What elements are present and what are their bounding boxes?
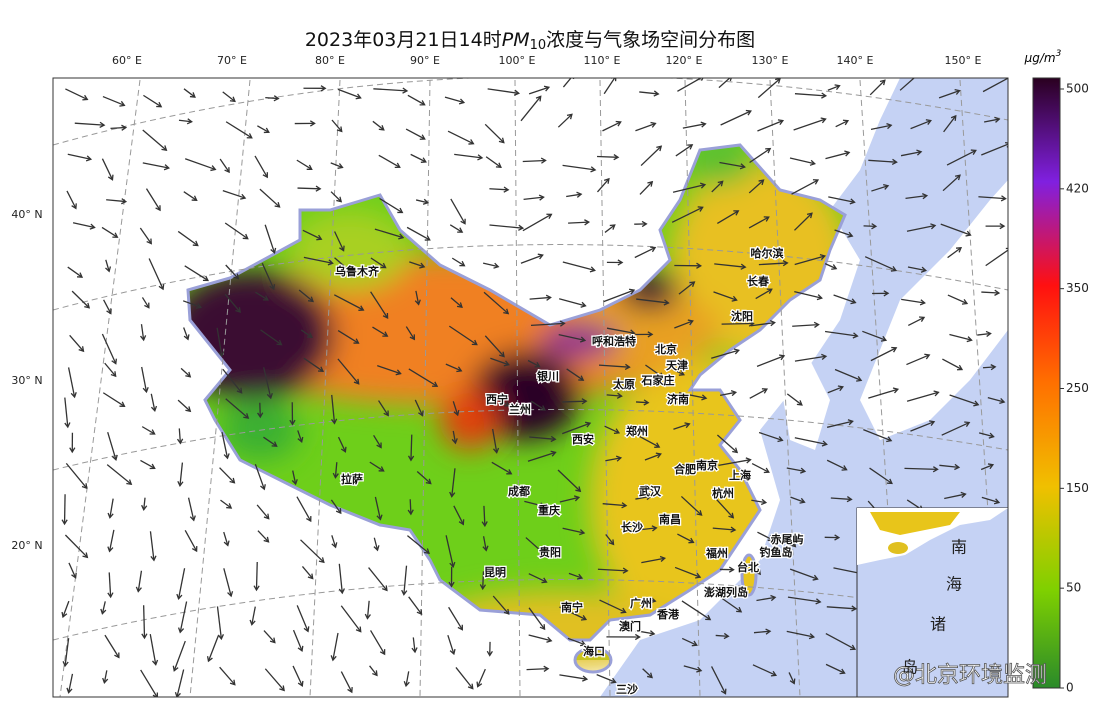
wind-arrow xyxy=(65,494,66,524)
city-label: 福州 xyxy=(705,546,728,560)
city-label: 贵阳 xyxy=(539,545,561,559)
city-label: 海口 xyxy=(583,644,605,658)
longitude-label: 80° E xyxy=(315,54,345,67)
wind-arrow xyxy=(110,128,125,129)
wind-arrow xyxy=(256,562,257,590)
colorbar-tick-label: 50 xyxy=(1066,581,1081,595)
city-label: 武汉 xyxy=(639,484,662,498)
city-label: 广州 xyxy=(630,596,652,610)
wind-arrow xyxy=(410,499,411,514)
colorbar-tick-label: 250 xyxy=(1066,381,1089,395)
city-label: 西宁 xyxy=(486,392,508,406)
latitude-label: 30° N xyxy=(11,374,42,387)
city-label: 杭州 xyxy=(712,486,734,500)
longitude-label: 150° E xyxy=(945,54,982,67)
city-label: 重庆 xyxy=(538,503,560,517)
city-label: 兰州 xyxy=(509,402,531,416)
longitude-label: 100° E xyxy=(499,54,536,67)
city-label: 南宁 xyxy=(561,600,583,614)
city-label: 太原 xyxy=(612,377,635,391)
city-label: 成都 xyxy=(508,484,530,498)
unit-superscript: 3 xyxy=(1056,49,1062,59)
city-label: 长春 xyxy=(747,274,770,288)
longitude-label: 70° E xyxy=(217,54,247,67)
city-label: 澎湖列岛 xyxy=(704,585,748,599)
wind-arrow xyxy=(562,401,586,402)
colorbar-tick-label: 420 xyxy=(1066,181,1089,195)
city-label: 石家庄 xyxy=(641,373,675,387)
wind-arrow xyxy=(411,435,412,461)
wind-arrow xyxy=(144,605,145,638)
wind-arrow xyxy=(298,188,321,189)
city-label: 济南 xyxy=(667,392,689,406)
city-label: 澳门 xyxy=(619,619,641,633)
latitude-label: 20° N xyxy=(11,539,42,552)
title-pollutant: PM xyxy=(502,29,530,51)
title-rest: 浓度与气象场空间分布图 xyxy=(546,29,755,51)
city-label: 香港 xyxy=(656,607,680,621)
colorbar-tick-label: 150 xyxy=(1066,481,1089,495)
city-label: 南京 xyxy=(696,458,718,472)
city-label: 哈尔滨 xyxy=(751,246,784,260)
colorbar-tick-label: 500 xyxy=(1066,82,1089,96)
city-label: 合肥 xyxy=(674,462,696,476)
wind-arrow xyxy=(597,157,618,158)
wind-arrowhead xyxy=(920,68,925,73)
city-label: 北京 xyxy=(655,342,677,356)
city-label: 郑州 xyxy=(626,424,648,438)
city-label: 沈阳 xyxy=(731,309,753,323)
city-label: 长沙 xyxy=(621,520,643,534)
city-label: 银川 xyxy=(537,369,559,383)
colorbar xyxy=(1033,78,1060,688)
longitude-label: 110° E xyxy=(584,54,621,67)
city-label: 西安 xyxy=(572,432,594,446)
longitude-label: 130° E xyxy=(752,54,789,67)
city-label: 台北 xyxy=(737,560,759,574)
longitude-label: 60° E xyxy=(112,54,142,67)
longitude-label: 90° E xyxy=(410,54,440,67)
colorbar-unit: μg/m3 xyxy=(1024,49,1062,65)
inset-label: 海 xyxy=(946,575,962,594)
city-label: 乌鲁木齐 xyxy=(335,264,380,278)
wind-arrow xyxy=(722,324,754,325)
city-label: 钓鱼岛 xyxy=(760,545,793,559)
city-label: 三沙 xyxy=(616,683,638,696)
city-label: 天津 xyxy=(666,358,688,372)
longitude-label: 140° E xyxy=(837,54,874,67)
inset-label: 诸 xyxy=(930,615,946,634)
city-label: 拉萨 xyxy=(341,472,363,486)
longitude-label: 120° E xyxy=(666,54,703,67)
title-date: 2023年03月21日14时 xyxy=(305,29,502,51)
title: 2023年03月21日14时PM10浓度与气象场空间分布图 xyxy=(305,29,755,53)
city-label: 昆明 xyxy=(484,566,506,579)
title-subscript: 10 xyxy=(530,38,547,53)
city-label: 南昌 xyxy=(659,512,681,526)
colorbar-tick-label: 0 xyxy=(1066,681,1074,695)
inset-label: 岛 xyxy=(902,658,918,677)
city-label: 赤尾屿 xyxy=(771,532,804,546)
city-label: 上海 xyxy=(729,468,751,482)
unit: μg/m xyxy=(1024,51,1056,65)
inset-label: 南 xyxy=(951,538,967,557)
inset-island xyxy=(888,542,908,554)
colorbar-tick-label: 350 xyxy=(1066,281,1089,295)
city-label: 呼和浩特 xyxy=(592,334,636,348)
latitude-label: 40° N xyxy=(11,208,42,221)
